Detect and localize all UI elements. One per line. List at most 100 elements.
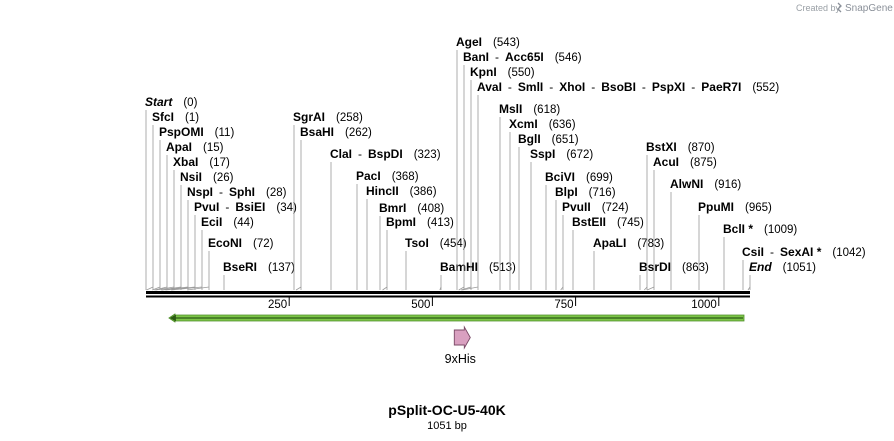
site-position: (0) (183, 97, 197, 109)
site-tsoi[interactable]: TsoI (454) (405, 236, 467, 290)
site-position: (552) (752, 82, 779, 94)
site-position: (26) (213, 172, 234, 184)
site-position: (72) (253, 238, 274, 250)
site-bamhi[interactable]: BamHI (513) (439, 260, 516, 291)
site-name: EcoNI (208, 236, 242, 250)
feature-arrow-reverse[interactable] (168, 313, 745, 323)
site-clai[interactable]: ClaI - BspDI (323) (330, 147, 441, 290)
site-start[interactable]: Start (0) (145, 95, 198, 290)
site-name: BsoBI (601, 80, 636, 94)
feature-label: 9xHis (445, 352, 476, 366)
site-position: (543) (493, 37, 520, 49)
site-name: ClaI (330, 147, 352, 161)
site-position: (323) (414, 149, 441, 161)
site-position: (34) (276, 202, 297, 214)
site-blpi[interactable]: BlpI (716) (555, 185, 616, 290)
site-bani[interactable]: BanI - Acc65I (546) (458, 50, 582, 291)
site-name: SphI (229, 185, 255, 199)
site-name: BpmI (386, 215, 416, 229)
site-position: (724) (602, 202, 629, 214)
site-ppumi[interactable]: PpuMI (965) (698, 200, 772, 290)
site-ecii[interactable]: EciI (44) (171, 215, 254, 291)
site-pvuii[interactable]: PvuII (724) (560, 200, 629, 291)
ruler-tick-label: 500 (411, 299, 430, 311)
site-position: (262) (345, 127, 372, 139)
site-connector-line (146, 286, 154, 291)
restriction-sites: Start (0) SfcI (1)PspOMI (11) ApaI (15) XbaI (17… (145, 35, 866, 291)
site-end[interactable]: End (1051) (747, 260, 816, 291)
site-position: (513) (489, 262, 516, 274)
site-position: (408) (417, 203, 444, 215)
site-name: ApaLI (593, 236, 626, 250)
site-name-separator: - (495, 50, 499, 64)
site-name: EciI (201, 215, 222, 229)
site-xbai[interactable]: XbaI (17) (155, 155, 230, 291)
site-connector-line (187, 286, 210, 291)
site-bcivi[interactable]: BciVI (699) (545, 170, 613, 290)
site-name: BlpI (555, 185, 578, 199)
site-name: BseRI (223, 260, 257, 274)
site-name: AvaI (477, 80, 502, 94)
bp-ruler: 250 500 750 1000 (268, 297, 720, 311)
site-position: (258) (336, 112, 363, 124)
site-msli[interactable]: MslI (618) (499, 102, 560, 290)
site-bseri[interactable]: BseRI (137) (223, 260, 295, 290)
site-nsii[interactable]: NsiI (26) (160, 170, 234, 291)
sequence-backbone (146, 291, 750, 298)
site-position: (386) (410, 186, 437, 198)
site-bcli[interactable]: BclI * (1009) (723, 222, 797, 290)
site-position: (672) (566, 149, 593, 161)
site-sspi[interactable]: SspI (672) (530, 147, 593, 290)
site-name-separator: - (508, 80, 512, 94)
site-sgrai[interactable]: SgrAI (258) (293, 110, 363, 290)
site-bsteii[interactable]: BstEII (745) (572, 215, 644, 290)
site-position: (863) (682, 262, 709, 274)
site-bpmi[interactable]: BpmI (413) (382, 215, 454, 291)
site-connector-line (161, 286, 189, 291)
site-pvui[interactable]: PvuI - BsiEI (34) (165, 200, 297, 291)
site-sfci[interactable]: SfcI (1) (146, 110, 200, 291)
site-apai[interactable]: ApaI (15) (154, 140, 224, 291)
site-connector-line (165, 286, 196, 291)
site-avai[interactable]: AvaI - SmlI - XhoI - BsoBI - PspXI - PaeR7I (552) (462, 80, 779, 291)
site-name: SmlI (518, 80, 543, 94)
site-hincii[interactable]: HincII (386) (366, 184, 437, 290)
site-name: BsrDI (639, 260, 671, 274)
site-connector-line (747, 286, 751, 291)
site-name: AgeI (456, 35, 482, 49)
site-bsahi[interactable]: BsaHI (262) (295, 125, 372, 291)
feature-9xhis[interactable]: 9xHis (445, 325, 476, 366)
site-position: (28) (266, 187, 287, 199)
site-agei[interactable]: AgeI (543) (456, 35, 520, 290)
site-acui[interactable]: AcuI (875) (647, 155, 717, 291)
site-position: (17) (209, 157, 230, 169)
site-apali[interactable]: ApaLI (783) (593, 236, 664, 290)
site-alwni[interactable]: AlwNI (916) (670, 177, 741, 290)
site-xcmi[interactable]: XcmI (636) (509, 117, 576, 290)
site-name: BsaHI (300, 125, 334, 139)
site-connector-line (439, 286, 442, 291)
site-kpni[interactable]: KpnI (550) (460, 65, 535, 291)
site-position: (875) (690, 157, 717, 169)
site-bgli[interactable]: BglI (651) (518, 132, 579, 290)
site-position: (15) (203, 142, 224, 154)
site-name: HincII (366, 184, 399, 198)
site-name: PspXI (652, 80, 685, 94)
site-bstxi[interactable]: BstXI (870) (644, 140, 715, 291)
site-bsrdi[interactable]: BsrDI (863) (639, 260, 709, 290)
site-name: PaeR7I (701, 80, 741, 94)
site-position: (745) (617, 217, 644, 229)
site-paci[interactable]: PacI (368) (356, 169, 419, 290)
site-position: (699) (586, 172, 613, 184)
site-position: (870) (688, 142, 715, 154)
site-name: BglI (518, 132, 541, 146)
site-csii[interactable]: CsiI - SexAI * (1042) (742, 245, 866, 290)
site-econi[interactable]: EcoNI (72) (187, 236, 274, 291)
ruler-tick-label: 250 (268, 299, 287, 311)
site-pspomi[interactable]: PspOMI (11) (152, 125, 234, 291)
site-bmri[interactable]: BmrI (408) (379, 201, 444, 290)
site-name: BmrI (379, 201, 406, 215)
site-name: BciVI (545, 170, 575, 184)
site-nspi[interactable]: NspI - SphI (28) (161, 185, 287, 291)
